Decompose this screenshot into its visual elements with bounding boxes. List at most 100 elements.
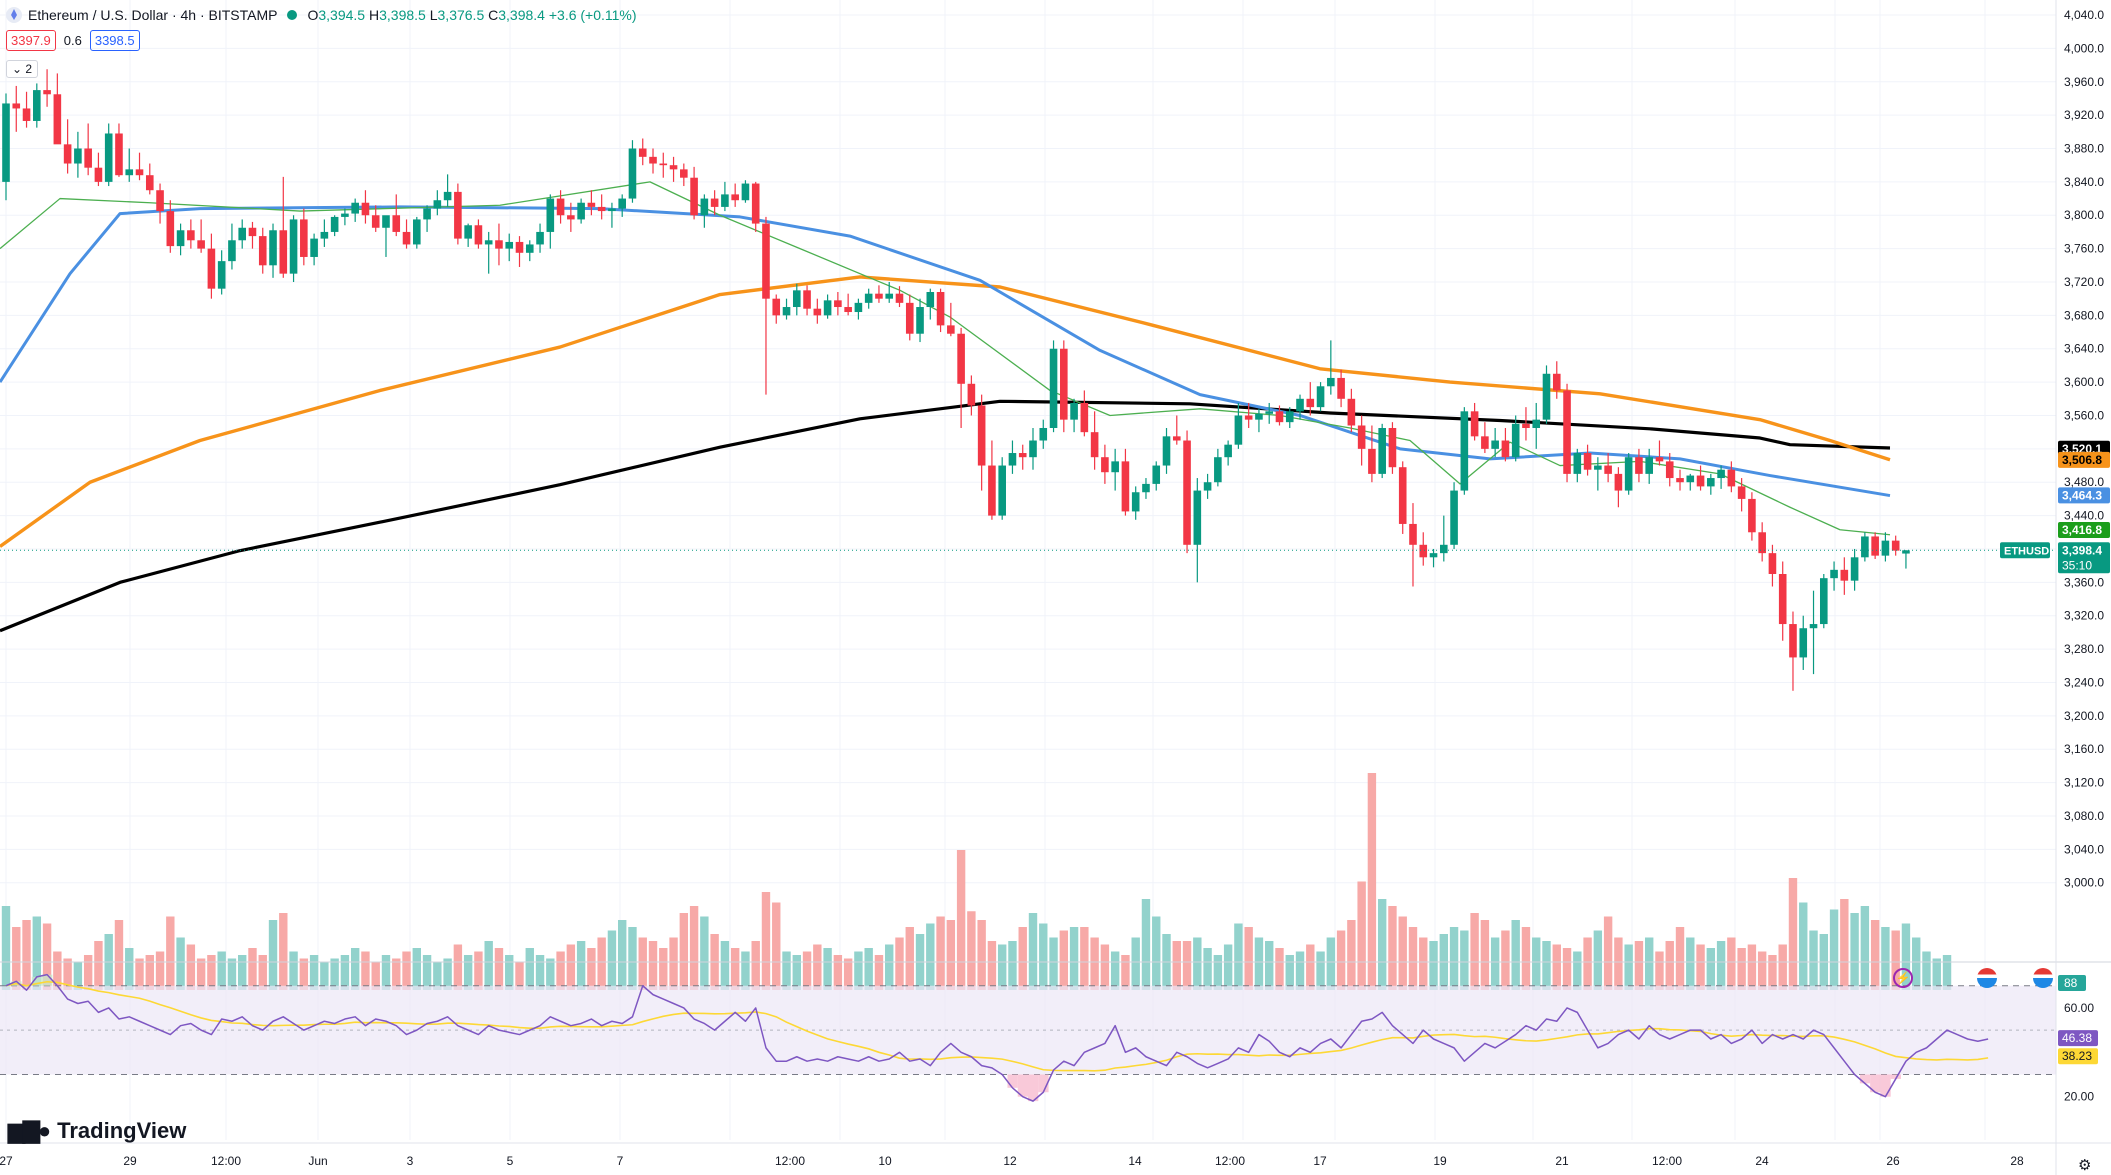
volume-bar [987, 941, 997, 990]
candle-body [484, 240, 493, 245]
volume-bar [535, 955, 545, 990]
volume-bar [494, 948, 504, 990]
rsi-ma-line [5, 980, 1989, 1072]
sma-orange-tag: 3,506.8 [2062, 453, 2102, 467]
candle-body [341, 213, 349, 217]
volume-bar [1922, 951, 1931, 990]
us-flag-event-icon-2[interactable] [2033, 968, 2053, 988]
volume-bar [484, 941, 493, 990]
volume-bar [1932, 958, 1941, 990]
lightning-event-icon[interactable]: ⚡ [1893, 968, 1913, 988]
countdown-tag: 35:10 [2062, 558, 2092, 572]
volume-bar [422, 955, 432, 990]
candle-body [310, 238, 318, 257]
candle-body [628, 148, 637, 199]
volume-bar [289, 951, 298, 990]
volume-bar [1624, 944, 1633, 990]
candle-body [1573, 453, 1582, 474]
candle-body [1696, 475, 1705, 487]
spread-value: 0.6 [63, 33, 82, 48]
gear-icon[interactable]: ⚙ [2078, 1157, 2092, 1174]
volume-bar [546, 958, 555, 990]
candle-body [1470, 411, 1479, 437]
bid-price[interactable]: 3397.9 [6, 30, 56, 51]
candle-body [1388, 427, 1397, 468]
candle-body [659, 163, 668, 166]
volume-bar [1265, 941, 1274, 990]
candle-body [834, 300, 842, 308]
candle-body [1707, 478, 1715, 487]
candle-body [156, 190, 164, 212]
candle-body [1440, 544, 1448, 554]
volume-bar [299, 958, 309, 990]
volume-bar [1675, 927, 1685, 990]
candle-body [690, 177, 698, 216]
time-axis[interactable]: 27 29 12:00 Jun 3 5 7 12:00 10 12 14 12:00 17 19 21 12:… [0, 1142, 2111, 1168]
candle-body [618, 198, 626, 209]
volume-bar [813, 944, 822, 990]
volume-bar [792, 955, 801, 990]
price-tick-label: 3,840.0 [2064, 175, 2104, 189]
volume-bar [1377, 899, 1387, 990]
volume-bar [854, 951, 863, 990]
volume-bar [1131, 937, 1140, 990]
price-axis[interactable]: 4,040.0 4,000.0 3,960.0 3,920.0 3,880.0 3,840… [2000, 0, 2110, 1175]
volume-bar [1285, 955, 1294, 990]
volume-bar [1080, 927, 1089, 990]
candle-body [947, 325, 955, 334]
volume-bar [340, 955, 350, 990]
volume-bar [587, 948, 596, 990]
volume-bar [1336, 930, 1346, 990]
volume-bar [659, 948, 668, 990]
candle-body [916, 307, 924, 334]
price-tick-label: 3,040.0 [2064, 842, 2104, 856]
rsi-overbought-fill [31, 976, 43, 986]
time-tick-label: 7 [617, 1154, 624, 1168]
volume-bar [700, 916, 709, 990]
candle-body [1090, 432, 1099, 458]
volume-bar [453, 944, 463, 990]
volume-bar [1532, 937, 1541, 990]
candle-body [187, 230, 195, 241]
volume-bar [330, 958, 339, 990]
price-tick-label: 3,200.0 [2064, 709, 2104, 723]
candle-body [1902, 550, 1910, 554]
ask-price[interactable]: 3398.5 [89, 30, 140, 51]
volume-bar [1326, 937, 1336, 990]
symbol-title[interactable]: Ethereum / U.S. Dollar · 4h · BITSTAMP [28, 7, 278, 23]
candle-body [63, 144, 72, 164]
volume-badge-bg [2058, 975, 2086, 991]
candle-body [577, 202, 585, 220]
candle-body [1080, 402, 1089, 433]
sma-orange-line [0, 275, 1891, 548]
us-flag-event-icon[interactable] [1977, 968, 1997, 988]
volume-bar [1213, 955, 1223, 990]
volume-bar [1552, 944, 1561, 990]
sma-green-tag-bg [2058, 521, 2110, 538]
candle-body [803, 290, 811, 309]
volume-bar [1686, 937, 1695, 990]
volume-bar [823, 948, 832, 990]
symbol-legend[interactable]: Ethereum / U.S. Dollar · 4h · BITSTAMP O… [6, 4, 637, 26]
volume-bar [525, 948, 534, 990]
volume-bar [1706, 948, 1716, 990]
candle-body [597, 206, 606, 212]
candle-body [279, 230, 288, 274]
indicators-toggle[interactable]: ⌄ 2 [6, 60, 39, 78]
candle-body [371, 215, 380, 228]
price-tick-label: 3,680.0 [2064, 308, 2104, 322]
volume-bar [1511, 920, 1520, 990]
volume-bar [1419, 937, 1428, 990]
volume-bar [1254, 937, 1264, 990]
volume-bar [885, 944, 894, 990]
time-tick-label: 27 [0, 1154, 13, 1168]
volume-bar [1141, 899, 1151, 990]
candle-body [1214, 457, 1222, 483]
candle-body [1224, 444, 1232, 458]
candle-body [638, 148, 647, 157]
candle-body [289, 219, 298, 274]
tradingview-logo[interactable]: ▆▇● TradingView [8, 1118, 186, 1144]
candle-body [115, 133, 123, 176]
candle-body [1378, 427, 1386, 474]
